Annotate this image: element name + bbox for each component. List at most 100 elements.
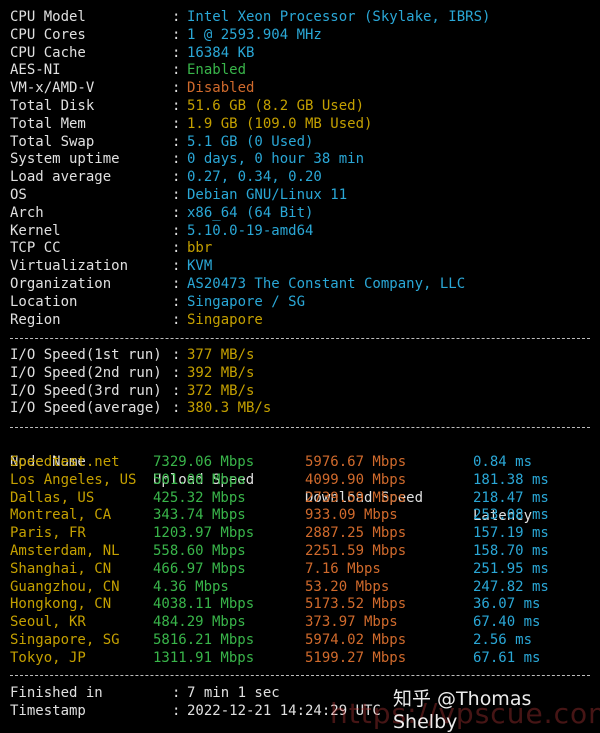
info-value: 377 MB/s — [187, 347, 255, 363]
node-name: Paris, FR — [10, 525, 86, 542]
latency: 218.47 ms — [473, 489, 549, 506]
colon-separator: : — [172, 62, 181, 79]
download-speed: 373.97 Mbps — [305, 614, 398, 631]
node-name: Hongkong, CN — [10, 596, 112, 613]
info-value: 0.27, 0.34, 0.20 — [187, 169, 322, 186]
download-speed: 933.09 Mbps — [305, 507, 398, 524]
colon-separator: : — [172, 702, 181, 719]
colon-separator: : — [172, 222, 181, 239]
info-value: Enabled — [187, 62, 247, 79]
download-speed: 2887.25 Mbps — [305, 525, 407, 542]
info-label: Location — [10, 293, 78, 310]
latency: 253.08 ms — [473, 507, 549, 524]
download-speed: 7.16 Mbps — [305, 560, 381, 577]
info-label: Region — [10, 311, 61, 328]
info-label: Timestamp — [10, 702, 86, 719]
upload-speed: 1203.97 Mbps — [153, 525, 255, 542]
latency: 67.61 ms — [473, 649, 541, 666]
colon-separator: : — [172, 133, 181, 150]
colon-separator: : — [172, 169, 181, 186]
info-label: AES-NI — [10, 62, 61, 79]
info-value: 5.10.0-19-amd64 — [187, 222, 314, 239]
upload-speed: 466.97 Mbps — [153, 560, 246, 577]
colon-separator: : — [172, 258, 181, 275]
upload-speed: 425.32 Mbps — [153, 489, 246, 506]
info-label: I/O Speed(3rd run) — [10, 382, 162, 399]
info-label: CPU Model — [10, 9, 86, 25]
node-name: Seoul, KR — [10, 614, 86, 631]
info-label: CPU Cores — [10, 26, 86, 43]
colon-separator: : — [172, 293, 181, 310]
info-value: 1.9 GB (109.0 MB Used) — [187, 115, 373, 132]
download-speed: 53.20 Mbps — [305, 578, 390, 595]
info-value: AS20473 The Constant Company, LLC — [187, 276, 466, 292]
info-value: bbr — [187, 240, 213, 257]
colon-separator: : — [172, 115, 181, 132]
info-label: Total Swap — [10, 133, 95, 150]
info-value: 2022-12-21 14:24:29 UTC — [187, 702, 381, 719]
colon-separator: : — [172, 80, 181, 97]
upload-speed: 501.00 Mbps — [153, 471, 246, 488]
info-label: I/O Speed(1st run) — [10, 347, 162, 363]
node-name: Los Angeles, US — [10, 471, 137, 488]
node-name: Dallas, US — [10, 489, 95, 506]
info-value: x86_64 (64 Bit) — [187, 204, 314, 221]
download-speed: 4099.90 Mbps — [305, 471, 407, 488]
upload-speed: 343.74 Mbps — [153, 507, 246, 524]
info-value: 0 days, 0 hour 38 min — [187, 151, 365, 168]
colon-separator: : — [172, 44, 181, 61]
colon-separator: : — [172, 26, 181, 43]
upload-speed: 558.60 Mbps — [153, 543, 246, 559]
latency: 181.38 ms — [473, 471, 549, 488]
info-label: System uptime — [10, 151, 120, 168]
colon-separator: : — [172, 9, 181, 25]
colon-separator: : — [172, 382, 181, 399]
colon-separator: : — [172, 240, 181, 257]
info-value: 7 min 1 sec — [187, 685, 280, 701]
download-speed: 5976.67 Mbps — [305, 454, 407, 470]
latency: 251.95 ms — [473, 560, 549, 577]
header-latency: Latency — [473, 508, 533, 524]
info-value: Intel Xeon Processor (Skylake, IBRS) — [187, 9, 491, 25]
info-label: Organization — [10, 276, 112, 292]
upload-speed: 484.29 Mbps — [153, 614, 246, 631]
node-name: Guangzhou, CN — [10, 578, 120, 595]
node-name: Amsterdam, NL — [10, 543, 120, 559]
download-speed: 5173.52 Mbps — [305, 596, 407, 613]
latency: 158.70 ms — [473, 543, 549, 559]
info-label: Kernel — [10, 222, 61, 239]
info-value: 51.6 GB (8.2 GB Used) — [187, 98, 365, 114]
colon-separator: : — [172, 685, 181, 701]
colon-separator: : — [172, 151, 181, 168]
download-speed: 5974.02 Mbps — [305, 632, 407, 648]
info-value: 5.1 GB (0 Used) — [187, 133, 314, 150]
info-label: Total Disk — [10, 98, 95, 114]
info-label: Total Mem — [10, 115, 86, 132]
colon-separator: : — [172, 364, 181, 381]
speed-table-header: Node Name Upload Speed Download Speed La… — [10, 435, 532, 524]
info-value: 380.3 MB/s — [187, 400, 272, 417]
info-value: 16384 KB — [187, 44, 255, 61]
node-name: Montreal, CA — [10, 507, 112, 524]
separator-line — [10, 338, 590, 339]
header-node-name: Node Name — [10, 454, 86, 470]
header-upload-speed: Upload Speed — [153, 472, 255, 488]
latency: 36.07 ms — [473, 596, 541, 613]
info-value: Singapore — [187, 311, 263, 328]
latency: 2.56 ms — [473, 632, 533, 648]
colon-separator: : — [172, 98, 181, 114]
download-speed: 2739.59 Mbps — [305, 489, 407, 506]
node-name: Singapore, SG — [10, 632, 120, 648]
info-value: Singapore / SG — [187, 293, 306, 310]
download-speed: 5199.27 Mbps — [305, 649, 407, 666]
info-label: Load average — [10, 169, 112, 186]
header-download-speed: Download Speed — [305, 490, 424, 506]
upload-speed: 4.36 Mbps — [153, 578, 229, 595]
separator-line — [10, 675, 590, 676]
watermark-author: 知乎 @Thomas Shelby — [393, 688, 532, 733]
info-label: OS — [10, 187, 27, 203]
info-label: TCP CC — [10, 240, 61, 257]
info-label: Virtualization — [10, 258, 129, 275]
upload-speed: 1311.91 Mbps — [153, 649, 255, 666]
